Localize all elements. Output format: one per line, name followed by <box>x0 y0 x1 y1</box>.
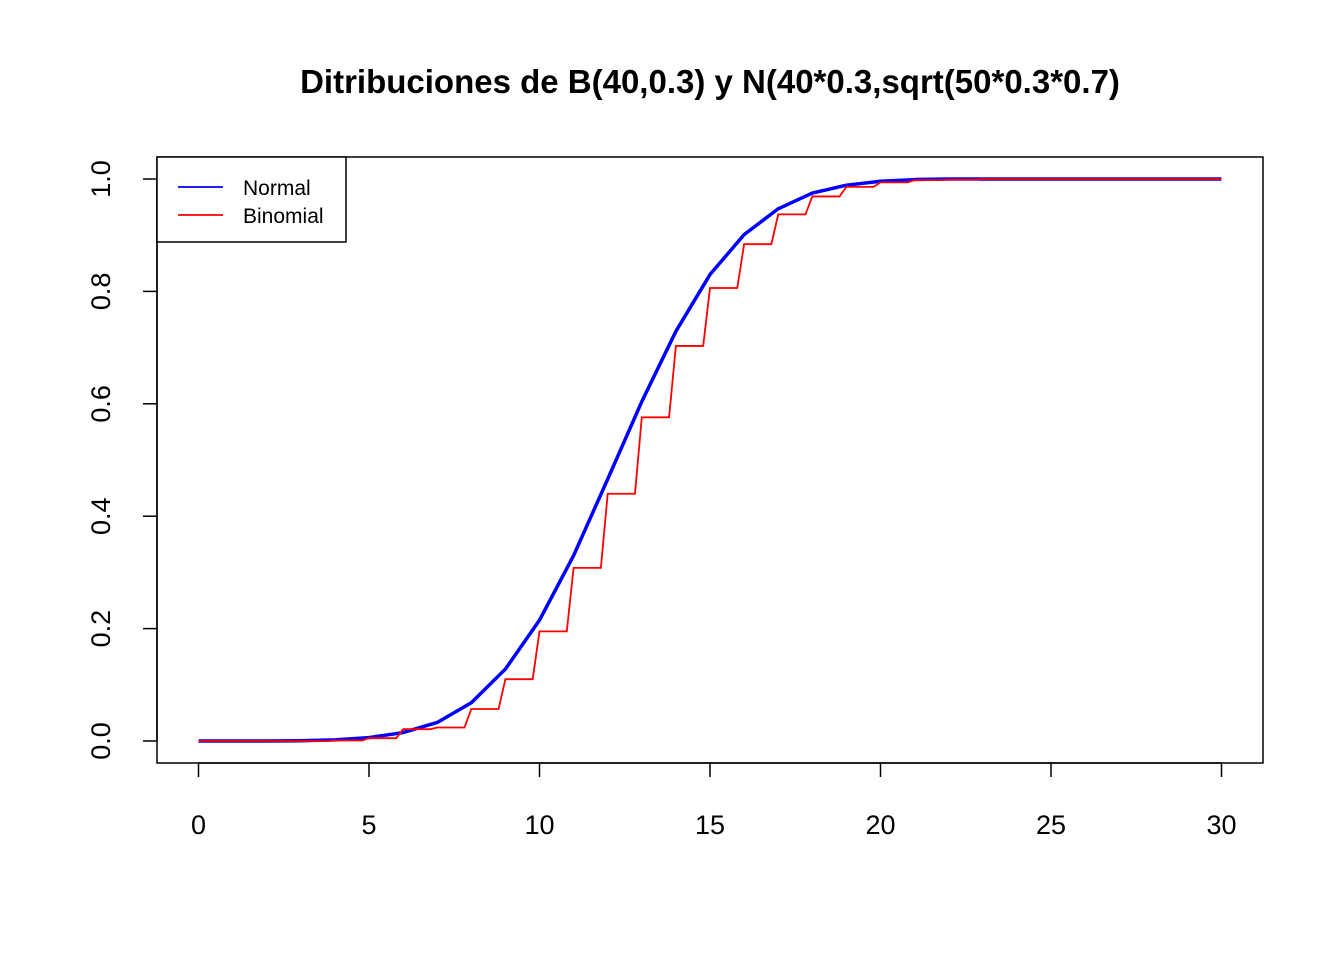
chart-title: Ditribuciones de B(40,0.3) y N(40*0.3,sq… <box>300 63 1120 100</box>
y-tick-label: 0.2 <box>86 610 116 648</box>
y-tick-label: 0.8 <box>86 273 116 311</box>
x-tick-label: 5 <box>361 810 376 840</box>
series-layer <box>198 177 1222 743</box>
y-tick-label: 0.0 <box>86 722 116 760</box>
legend-binomial-label: Binomial <box>243 205 324 228</box>
y-tick-label: 0.4 <box>86 497 116 535</box>
x-tick-label: 25 <box>1036 810 1066 840</box>
x-tick-label: 20 <box>865 810 895 840</box>
series-binomial-line <box>198 178 1222 742</box>
x-axis: 0 5 10 15 20 25 30 <box>191 762 1237 840</box>
series-normal-line <box>198 177 1222 743</box>
x-tick-label: 15 <box>695 810 725 840</box>
x-tick-label: 30 <box>1206 810 1236 840</box>
y-tick-label: 0.6 <box>86 385 116 423</box>
x-tick-label: 0 <box>191 810 206 840</box>
y-axis: 0.0 0.2 0.4 0.6 0.8 1.0 <box>86 160 158 760</box>
plot-area-border <box>156 156 1264 764</box>
legend-normal-label: Normal <box>243 177 311 200</box>
x-tick-label: 10 <box>524 810 554 840</box>
y-tick-label: 1.0 <box>86 160 116 198</box>
legend: Normal Binomial <box>156 156 347 243</box>
legend-box <box>156 156 347 243</box>
